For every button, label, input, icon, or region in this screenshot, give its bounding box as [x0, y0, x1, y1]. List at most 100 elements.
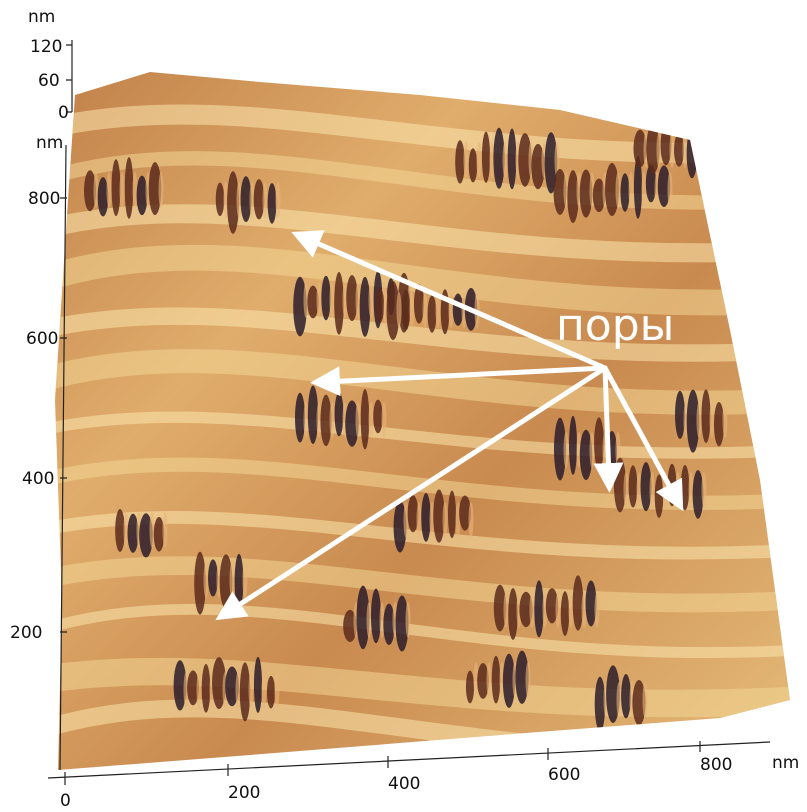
pore-rim [629, 172, 634, 208]
pore [569, 416, 577, 475]
pore-rim [709, 132, 714, 168]
pore-rim [443, 502, 448, 538]
pore-rim [276, 182, 281, 218]
pore-rim [356, 402, 361, 438]
pore-rim [590, 432, 595, 468]
pore-rim [449, 292, 454, 328]
pore [594, 417, 604, 469]
pore [371, 589, 381, 644]
pore-rim [236, 672, 241, 708]
pore [321, 276, 330, 321]
pore-rim [564, 432, 569, 468]
pore-rim [369, 282, 374, 318]
pore-rim [397, 292, 402, 328]
x-unit: nm [772, 753, 799, 773]
x-tick-label: 0 [60, 791, 71, 811]
pore-rim [503, 142, 508, 178]
pore-rim [197, 672, 202, 708]
pore [428, 295, 437, 332]
pore-rim [723, 402, 728, 438]
x-tick-label: 800 [700, 755, 732, 775]
pore [112, 159, 121, 216]
pore [701, 389, 710, 443]
pore-rim [249, 672, 254, 708]
pore [402, 289, 410, 330]
pore [508, 129, 517, 190]
z-tick-label: 120 [30, 37, 62, 57]
pore [534, 580, 543, 637]
pore-rim [624, 472, 629, 508]
pore [268, 183, 277, 224]
z-unit: nm [28, 7, 55, 27]
pore [681, 465, 690, 510]
pore-rim [556, 592, 561, 628]
z-axis [66, 40, 72, 112]
pore [361, 389, 370, 449]
pore [448, 491, 456, 539]
pore [466, 671, 474, 704]
x-tick-label: 600 [548, 765, 580, 785]
pore [202, 664, 211, 713]
x-tick-label: 400 [388, 774, 420, 794]
pore-rim [163, 512, 168, 548]
pore-rim [369, 402, 374, 438]
pore [674, 134, 684, 167]
pore-rim [417, 502, 422, 538]
pore [216, 183, 225, 217]
pore-rim [464, 142, 469, 178]
pore [621, 674, 631, 718]
pore-rim [263, 182, 268, 218]
pore-rim [670, 132, 675, 168]
pore [295, 393, 305, 443]
pore-rim [330, 282, 335, 318]
annotation-label: поры [556, 300, 674, 351]
pore [714, 116, 723, 171]
z-tick-label: 60 [38, 71, 60, 91]
pore-rim [469, 502, 474, 538]
pore-rim [526, 662, 531, 698]
pore [376, 288, 384, 323]
pore-rim [702, 472, 707, 508]
pore-rim [262, 672, 267, 708]
pore-rim [668, 172, 673, 208]
pore-rim [697, 402, 702, 438]
pore-rim [367, 602, 372, 638]
pore [115, 509, 125, 552]
pore [687, 129, 698, 179]
y-unit: nm [36, 133, 63, 153]
pore-rim [159, 172, 164, 208]
pore-rim [317, 282, 322, 318]
pore [254, 657, 262, 713]
pore [334, 272, 344, 335]
pore [125, 157, 133, 219]
pore-rim [504, 592, 509, 628]
pore-rim [410, 292, 415, 328]
pore [561, 591, 569, 636]
pore [655, 475, 664, 518]
pore [421, 493, 430, 542]
pore-rim [643, 682, 648, 718]
pore [492, 656, 501, 704]
pore-rim [487, 662, 492, 698]
pore [629, 465, 638, 507]
y-tick-label: 200 [10, 623, 42, 643]
pore [208, 559, 218, 596]
pore-rim [423, 292, 428, 328]
pore-rim [133, 172, 138, 208]
pore [508, 588, 518, 640]
pore-rim [150, 512, 155, 548]
y-tick-label: 400 [22, 469, 54, 489]
pore [455, 140, 465, 184]
pore-rim [243, 562, 248, 598]
pore-rim [94, 172, 99, 208]
pore-rim [406, 602, 411, 638]
surface [0, 0, 807, 812]
x-tick-label: 200 [228, 783, 260, 803]
pore [267, 676, 275, 709]
pore [620, 173, 629, 211]
pore-rim [120, 172, 125, 208]
pore-rim [696, 132, 701, 168]
pore [373, 400, 382, 434]
pore [482, 132, 490, 183]
pore-rim [642, 172, 647, 208]
